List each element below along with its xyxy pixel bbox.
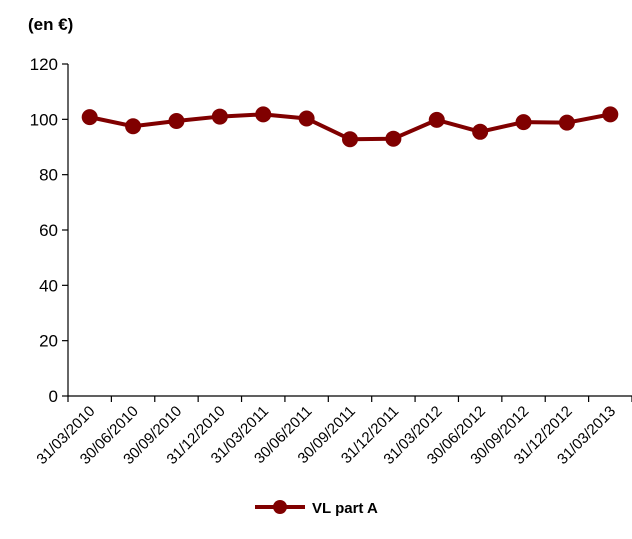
data-point	[298, 110, 315, 127]
y-axis: 0 20 40 60 80 100 120	[30, 55, 69, 406]
legend-label: VL part A	[312, 500, 378, 517]
data-point	[558, 114, 575, 131]
y-tick-label: 40	[39, 276, 58, 295]
data-point	[211, 108, 228, 125]
y-tick-label: 60	[39, 221, 58, 240]
unit-label: (en €)	[28, 15, 73, 34]
data-point	[125, 118, 142, 135]
legend: VL part A	[255, 500, 378, 517]
y-tick-label: 0	[49, 387, 58, 406]
data-point	[342, 131, 358, 148]
data-point	[472, 123, 489, 140]
data-point	[515, 114, 532, 131]
data-point	[168, 112, 185, 129]
data-point	[81, 109, 98, 126]
data-point	[255, 106, 272, 123]
data-point	[385, 130, 402, 147]
series-line-group	[81, 106, 619, 148]
data-point	[428, 111, 445, 128]
y-tick-label: 20	[39, 332, 58, 351]
x-axis: 31/03/201030/06/201030/09/201031/12/2010…	[33, 395, 632, 468]
data-point	[602, 106, 619, 123]
y-tick-label: 120	[30, 55, 58, 74]
y-tick-label: 80	[39, 166, 58, 185]
y-tick-label: 100	[30, 110, 58, 129]
legend-swatch-marker	[273, 500, 287, 514]
